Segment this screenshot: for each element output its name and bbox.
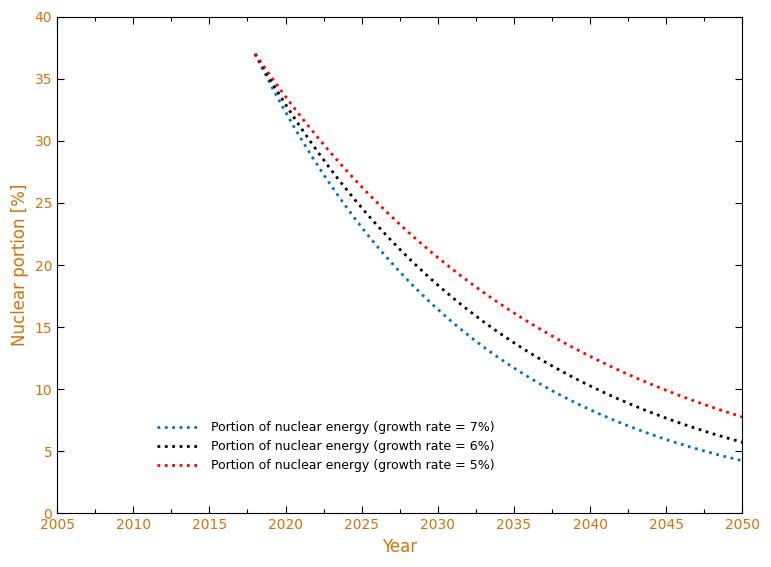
X-axis label: Year: Year	[382, 538, 417, 556]
Portion of nuclear energy (growth rate = 7%)	[375, 247, 385, 253]
Portion of nuclear energy (growth rate = 6%)	[337, 180, 346, 187]
Portion of nuclear energy (growth rate = 5%)	[337, 162, 346, 168]
Portion of nuclear energy (growth rate = 5%)	[251, 50, 260, 57]
Portion of nuclear energy (growth rate = 7%)	[251, 50, 260, 57]
Portion of nuclear energy (growth rate = 6%)	[375, 226, 385, 232]
Portion of nuclear energy (growth rate = 5%)	[537, 327, 547, 334]
Portion of nuclear energy (growth rate = 7%)	[471, 337, 480, 344]
Portion of nuclear energy (growth rate = 7%)	[738, 458, 747, 464]
Portion of nuclear energy (growth rate = 6%)	[576, 378, 585, 384]
Portion of nuclear energy (growth rate = 7%)	[576, 402, 585, 409]
Portion of nuclear energy (growth rate = 6%)	[471, 312, 480, 319]
Legend: Portion of nuclear energy (growth rate = 7%), Portion of nuclear energy (growth : Portion of nuclear energy (growth rate =…	[153, 416, 500, 477]
Portion of nuclear energy (growth rate = 6%)	[537, 357, 547, 363]
Portion of nuclear energy (growth rate = 7%)	[537, 382, 547, 388]
Portion of nuclear energy (growth rate = 7%)	[618, 420, 627, 427]
Line: Portion of nuclear energy (growth rate = 5%): Portion of nuclear energy (growth rate =…	[255, 54, 742, 417]
Portion of nuclear energy (growth rate = 5%)	[471, 284, 480, 290]
Y-axis label: Nuclear portion [%]: Nuclear portion [%]	[11, 184, 29, 346]
Portion of nuclear energy (growth rate = 5%)	[738, 413, 747, 420]
Portion of nuclear energy (growth rate = 6%)	[251, 50, 260, 57]
Portion of nuclear energy (growth rate = 5%)	[375, 202, 385, 209]
Portion of nuclear energy (growth rate = 6%)	[618, 397, 627, 404]
Portion of nuclear energy (growth rate = 7%)	[337, 197, 346, 204]
Portion of nuclear energy (growth rate = 5%)	[618, 368, 627, 375]
Portion of nuclear energy (growth rate = 5%)	[576, 348, 585, 355]
Portion of nuclear energy (growth rate = 6%)	[738, 439, 747, 446]
Line: Portion of nuclear energy (growth rate = 7%): Portion of nuclear energy (growth rate =…	[255, 54, 742, 461]
Line: Portion of nuclear energy (growth rate = 6%): Portion of nuclear energy (growth rate =…	[255, 54, 742, 442]
